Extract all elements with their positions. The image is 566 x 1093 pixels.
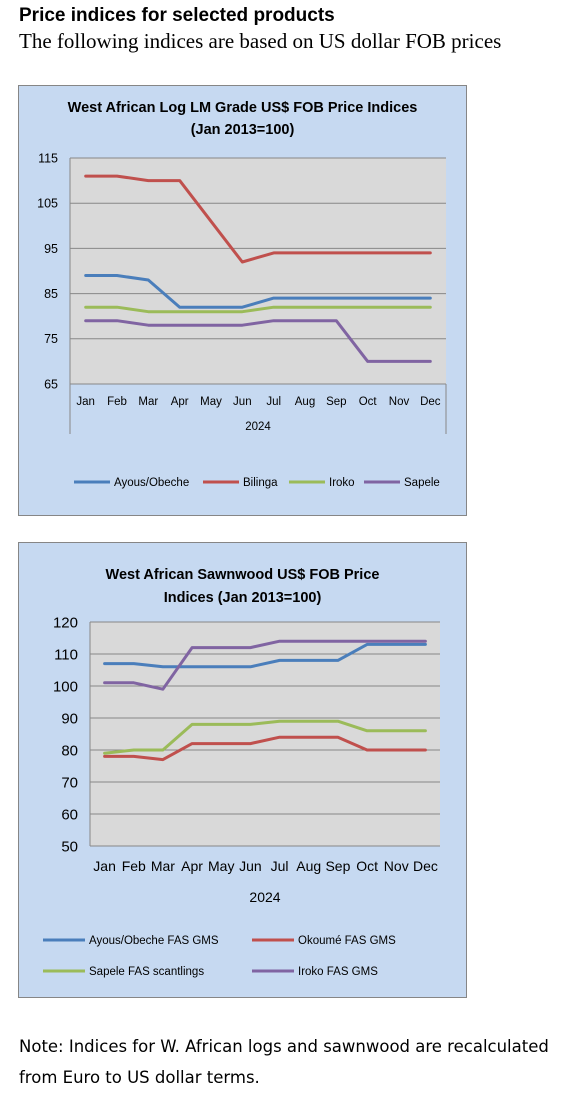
log-y-tick-label: 95 [44, 242, 58, 256]
log-series-line-3 [84, 305, 432, 314]
sawnwood-legend-label-1: Ayous/Obeche FAS GMS [89, 935, 219, 947]
log-y-tick-label: 85 [44, 287, 58, 301]
log-x-tick-label: Mar [138, 396, 158, 408]
sawnwood-y-tick-label: 50 [61, 838, 78, 855]
log-price-chart-svg: West African Log LM Grade US$ FOB Price … [18, 85, 467, 516]
log-x-tick-label: Apr [171, 396, 189, 408]
sawnwood-x-tick-label: Mar [151, 858, 175, 874]
log-legend-label-1: Ayous/Obeche [114, 477, 189, 489]
sawnwood-y-tick-label: 110 [54, 646, 78, 663]
log-y-tick-label: 75 [44, 332, 58, 346]
sawnwood-x-tick-label: Feb [122, 858, 146, 874]
sawnwood-y-tick-label: 120 [53, 614, 78, 631]
sawnwood-series-line-3 [103, 719, 427, 755]
log-series-line-4 [84, 319, 432, 363]
sawnwood-x-tick-label: Sep [325, 858, 350, 874]
sawnwood-x-axis-label: 2024 [249, 889, 280, 905]
log-x-tick-label: Oct [359, 396, 378, 408]
log-x-tick-label: Feb [107, 396, 127, 408]
log-chart-title-line2: (Jan 2013=100) [191, 122, 295, 138]
sawnwood-y-tick-label: 90 [61, 710, 78, 727]
log-x-tick-label: Nov [389, 396, 410, 408]
sawnwood-series-line-4 [103, 639, 427, 691]
sawnwood-series-line-1 [103, 642, 427, 669]
sawnwood-legend-label-2: Okoumé FAS GMS [298, 935, 396, 947]
log-y-tick-label: 105 [37, 197, 58, 211]
log-y-tick-label: 115 [38, 151, 58, 165]
log-x-tick-label: May [200, 396, 222, 408]
sawnwood-y-tick-label: 80 [61, 742, 78, 759]
sawnwood-x-tick-label: Dec [413, 858, 438, 874]
sawnwood-legend-label-3: Sapele FAS scantlings [89, 966, 204, 978]
log-x-tick-label: Aug [295, 396, 315, 408]
sawnwood-x-tick-label: May [208, 858, 234, 874]
sawnwood-price-chart-svg: West African Sawnwood US$ FOB Price Indic… [18, 542, 467, 998]
log-chart-title: West African Log LM Grade US$ FOB Price … [68, 100, 418, 116]
page-subheading: The following indices are based on US do… [19, 29, 502, 53]
sawnwood-x-tick-label: Oct [356, 858, 378, 874]
log-price-chart: West African Log LM Grade US$ FOB Price … [18, 85, 467, 516]
sawnwood-plot-area [90, 622, 440, 846]
log-x-tick-label: Dec [420, 396, 441, 408]
sawnwood-x-tick-label: Jul [271, 858, 289, 874]
log-legend-label-2: Bilinga [243, 477, 278, 489]
sawnwood-y-tick-label: 100 [53, 678, 78, 695]
log-x-tick-label: Jul [266, 396, 281, 408]
sawnwood-chart-title-line2: Indices (Jan 2013=100) [164, 590, 322, 606]
sawnwood-price-chart: West African Sawnwood US$ FOB Price Indic… [18, 542, 467, 998]
sawnwood-y-tick-label: 60 [61, 806, 78, 823]
sawnwood-x-tick-label: Apr [181, 858, 203, 874]
footnote: Note: Indices for W. African logs and sa… [19, 1037, 549, 1087]
sawnwood-legend-label-4: Iroko FAS GMS [298, 966, 378, 978]
sawnwood-x-tick-label: Jan [93, 858, 116, 874]
log-series-line-1 [84, 274, 432, 309]
sawnwood-x-tick-label: Nov [384, 858, 409, 874]
sawnwood-x-tick-label: Jun [239, 858, 262, 874]
sawnwood-series-line-2 [103, 735, 427, 762]
log-x-tick-label: Jan [76, 396, 95, 408]
log-series-line-2 [84, 174, 432, 264]
log-legend-label-3: Iroko [329, 477, 355, 489]
log-x-axis-label: 2024 [245, 421, 271, 433]
log-plot-area [70, 158, 446, 384]
log-y-tick-label: 65 [44, 377, 58, 391]
page-heading: Price indices for selected products [19, 5, 335, 26]
log-x-tick-label: Sep [326, 396, 346, 408]
sawnwood-x-tick-label: Aug [296, 858, 321, 874]
sawnwood-y-tick-label: 70 [61, 774, 78, 791]
sawnwood-chart-title: West African Sawnwood US$ FOB Price [106, 567, 380, 583]
log-legend-label-4: Sapele [404, 477, 440, 489]
log-x-tick-label: Jun [233, 396, 252, 408]
